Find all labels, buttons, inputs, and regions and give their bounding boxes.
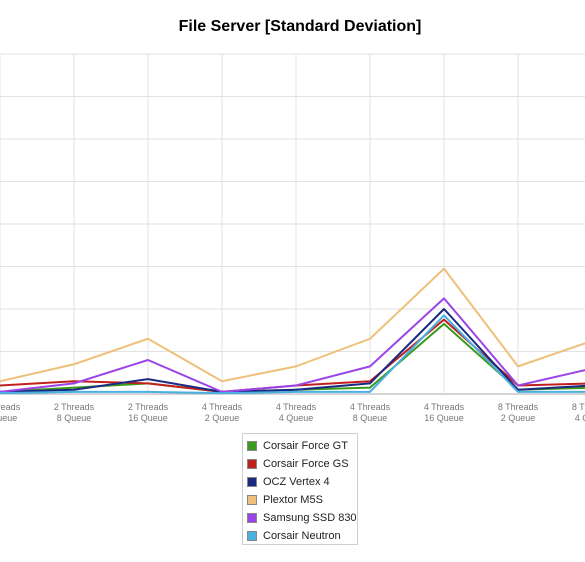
x-tick-label: 2 Threads 8 Queue	[54, 402, 95, 423]
x-tick-label: 4 Threads 16 Queue	[424, 402, 465, 423]
legend-swatch	[247, 441, 257, 451]
legend-label: Corsair Force GS	[263, 458, 349, 470]
grid	[0, 53, 585, 395]
series-line	[0, 297, 585, 393]
x-tick-label: 2 Threads 16 Queue	[128, 402, 169, 423]
legend-label: Corsair Force GT	[263, 440, 348, 452]
legend-item: Corsair Force GT	[247, 437, 357, 455]
series-line	[0, 322, 585, 393]
x-tick-label: 4 Threads 8 Queue	[350, 402, 391, 423]
legend-item: Samsung SSD 830	[247, 509, 357, 527]
series-line	[0, 314, 585, 395]
x-tick-label: 8 Threads 2 Queue	[498, 402, 539, 423]
legend-label: Plextor M5S	[263, 494, 323, 506]
legend-swatch	[247, 531, 257, 541]
legend-swatch	[247, 459, 257, 469]
legend: Corsair Force GT Corsair Force GS OCZ Vert…	[242, 433, 358, 545]
legend-item: OCZ Vertex 4	[247, 473, 357, 491]
legend-swatch	[247, 513, 257, 523]
x-tick-label: 4 Threads 2 Queue	[202, 402, 243, 423]
legend-swatch	[247, 477, 257, 487]
legend-item: Corsair Force GS	[247, 455, 357, 473]
series-line	[0, 308, 585, 393]
series-lines	[0, 267, 585, 395]
legend-item: Corsair Neutron	[247, 527, 357, 545]
legend-label: OCZ Vertex 4	[263, 476, 330, 488]
series-line	[0, 267, 585, 383]
legend-item: Plextor M5S	[247, 491, 357, 509]
legend-swatch	[247, 495, 257, 505]
legend-label: Samsung SSD 830	[263, 512, 357, 524]
series-line	[0, 318, 585, 393]
legend-label: Corsair Neutron	[263, 530, 341, 542]
chart-title: File Server [Standard Deviation]	[178, 18, 422, 35]
x-tick-label: 4 Threads 4 Queue	[276, 402, 317, 423]
